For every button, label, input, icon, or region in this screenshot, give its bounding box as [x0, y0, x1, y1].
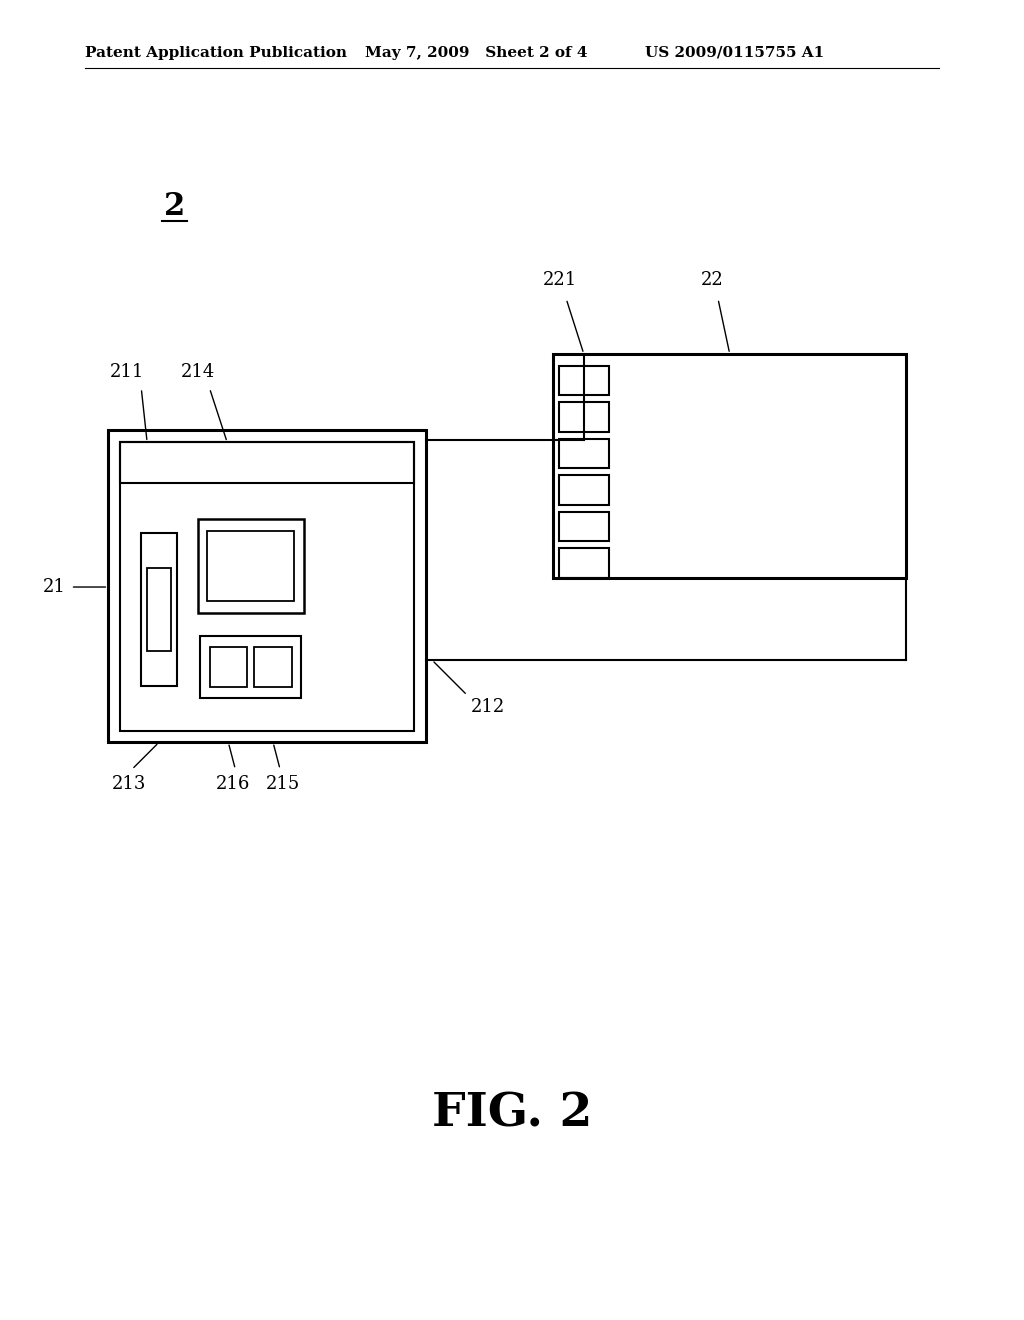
Text: May 7, 2009   Sheet 2 of 4: May 7, 2009 Sheet 2 of 4: [365, 46, 588, 59]
Bar: [147, 568, 171, 651]
Bar: [109, 430, 426, 742]
Bar: [559, 438, 608, 469]
Text: Patent Application Publication: Patent Application Publication: [85, 46, 347, 59]
Bar: [559, 403, 608, 432]
Bar: [198, 519, 304, 612]
Text: 21: 21: [43, 578, 66, 597]
Bar: [200, 636, 301, 698]
Text: FIG. 2: FIG. 2: [432, 1090, 592, 1137]
Text: 211: 211: [110, 363, 144, 381]
Text: 214: 214: [180, 363, 215, 381]
Text: 22: 22: [700, 271, 724, 289]
Bar: [141, 533, 176, 686]
Text: 216: 216: [216, 775, 250, 793]
Text: 2: 2: [164, 191, 184, 222]
Bar: [210, 647, 247, 688]
Bar: [559, 475, 608, 504]
Text: 213: 213: [113, 775, 146, 793]
Bar: [207, 531, 294, 601]
Text: 212: 212: [471, 698, 505, 715]
Bar: [120, 442, 415, 483]
Text: 221: 221: [543, 271, 578, 289]
Bar: [559, 512, 608, 541]
Text: 215: 215: [265, 775, 300, 793]
Bar: [254, 647, 292, 688]
Bar: [559, 366, 608, 395]
Text: US 2009/0115755 A1: US 2009/0115755 A1: [645, 46, 824, 59]
Bar: [559, 548, 608, 578]
Bar: [120, 442, 415, 731]
Bar: [553, 354, 906, 578]
